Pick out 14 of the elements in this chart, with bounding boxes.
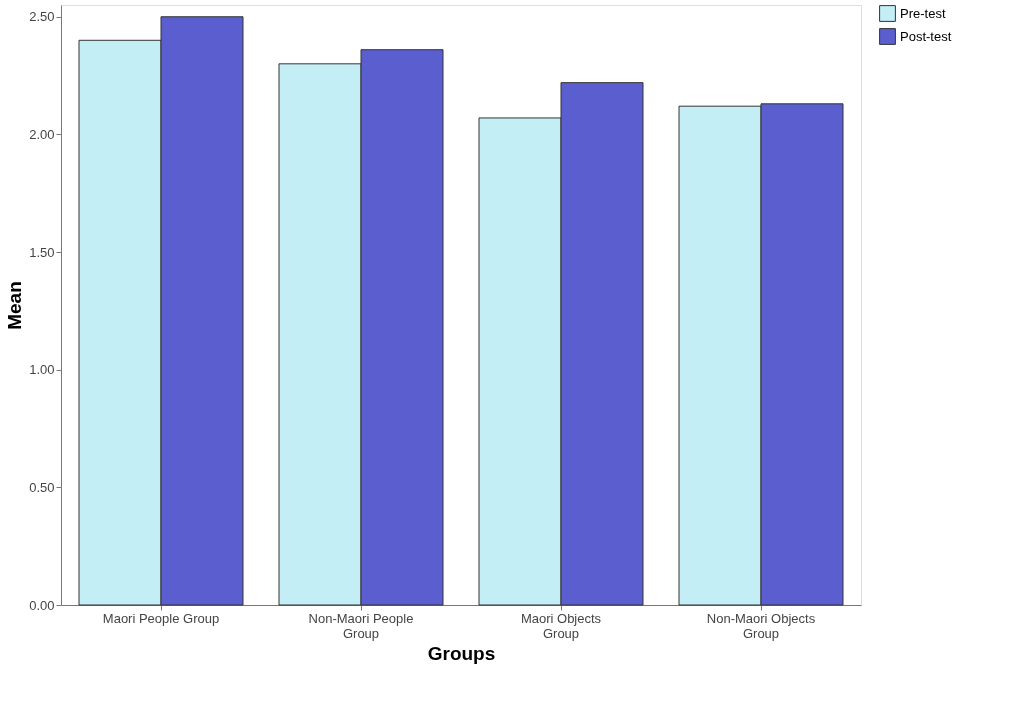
x-tick-label: Maori Objects Group	[520, 610, 602, 641]
y-tick-label: 2.00	[29, 126, 55, 142]
x-tick-label: Non-Maori Objects Group	[706, 610, 816, 641]
y-tick-label: 2.50	[29, 9, 55, 25]
y-tick-label: 1.50	[29, 244, 55, 260]
y-axis-title: Mean	[4, 281, 26, 330]
legend-label: Post-test	[900, 28, 952, 44]
y-tick-label: 1.00	[29, 362, 55, 378]
x-tick-label: Non-Maori People Group	[308, 610, 414, 641]
legend-label: Pre-test	[900, 5, 946, 21]
x-axis-title: Groups	[427, 642, 496, 664]
y-tick-label: 0.00	[29, 597, 55, 613]
x-tick-label: Maori People Group	[102, 610, 220, 626]
y-tick-label: 0.50	[29, 479, 55, 495]
